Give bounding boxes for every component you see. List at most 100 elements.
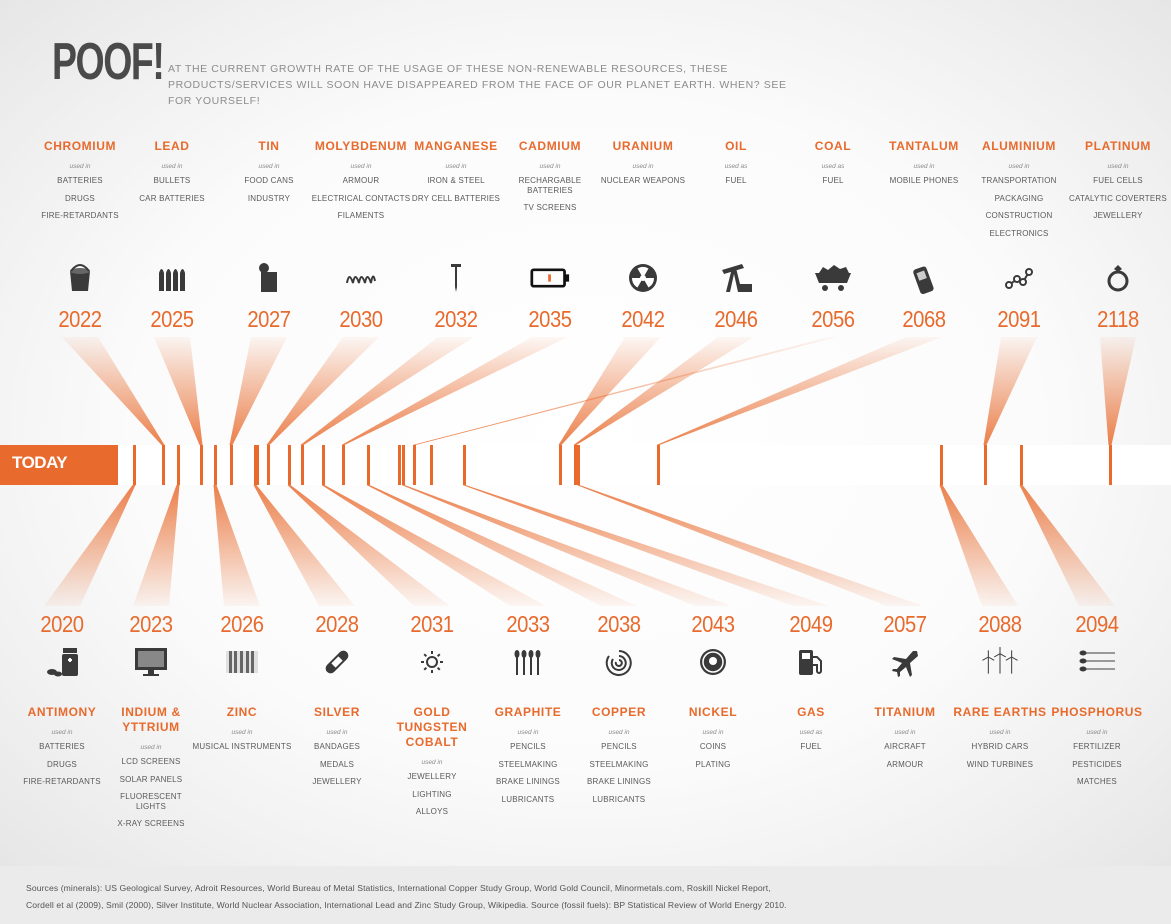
use-item: IRON & STEEL (427, 176, 485, 185)
use-item: MATCHES (1077, 777, 1117, 786)
coin-icon (693, 642, 733, 682)
uses-list: IRON & STEEL DRY CELL BATTERIES (401, 176, 511, 203)
wind-turbines-icon (980, 642, 1020, 682)
use-item: DRY CELL BATTERIES (411, 193, 501, 203)
depletion-year: 2046 (714, 306, 758, 332)
timeline-ray (341, 337, 568, 445)
uses-list: BANDAGES MEDALS JEWELLERY (282, 742, 392, 787)
timeline-ray (462, 485, 829, 606)
uses-list: FOOD CANS INDUSTRY (214, 176, 324, 203)
use-item: SOLAR PANELS (119, 774, 183, 784)
resource-name: OIL (725, 139, 747, 153)
gas-pump-icon (791, 642, 831, 682)
use-item: FUEL (822, 176, 844, 185)
timeline-ray (213, 485, 260, 606)
timeline-tick (267, 445, 270, 485)
bottom-resource-10: RARE EARTHS used in HYBRID CARS WIND TURBIN… (945, 705, 1055, 777)
use-item: INDUSTRY (247, 193, 291, 203)
uses-list: FUEL CELLS CATALYTIC COVERTERS JEWELLERY (1063, 176, 1171, 221)
use-item: RECHARGABLE BATTERIES (518, 176, 582, 195)
use-item: FILAMENTS (337, 211, 385, 220)
resource-name: SILVER (313, 705, 361, 719)
resource-name: PLATINUM (1085, 139, 1151, 153)
nail-icon (436, 258, 476, 298)
bullets-icon (152, 258, 192, 298)
use-item: BANDAGES (313, 742, 361, 751)
use-item: FIRE-RETARDANTS (41, 211, 119, 220)
wire-coil-icon (599, 642, 639, 682)
uses-list: ARMOUR ELECTRICAL CONTACTS FILAMENTS (306, 176, 416, 221)
resource-name: NICKEL (688, 705, 738, 719)
use-item: CAR BATTERIES (139, 193, 205, 203)
bottom-resource-5: GRAPHITE used in PENCILS STEELMAKING BRAKE L… (473, 705, 583, 812)
timeline-ray (266, 337, 379, 445)
resource-name: CHROMIUM (43, 139, 117, 153)
radiation-icon (623, 258, 663, 298)
use-item: FLUORESCENT LIGHTS (120, 792, 182, 811)
timeline-ray (576, 485, 923, 606)
timeline-tick (200, 445, 203, 485)
uses-list: HYBRID CARS WIND TURBINES (945, 742, 1055, 769)
depletion-year: 2094 (1075, 611, 1119, 637)
depletion-year: 2023 (129, 611, 173, 637)
used-in-label: used in (161, 163, 183, 170)
uses-list: BATTERIES DRUGS FIRE-RETARDANTS (25, 176, 135, 221)
timeline-tick (367, 445, 370, 485)
timeline-tick (577, 445, 580, 485)
timeline-tick (288, 445, 291, 485)
use-item: TV SCREENS (523, 203, 577, 212)
use-item: JEWELLERY (312, 777, 362, 786)
timeline-bar (118, 445, 1171, 485)
uses-list: PENCILS STEELMAKING BRAKE LININGS LUBRICANT… (473, 742, 583, 804)
timeline-tick (342, 445, 345, 485)
resource-name: URANIUM (612, 139, 674, 153)
use-item: COINS (699, 742, 727, 751)
bottom-resource-0: ANTIMONY used in BATTERIES DRUGS FIRE-RETARD… (7, 705, 117, 795)
use-item: FUEL CELLS (1093, 176, 1143, 185)
coal-cart-icon (813, 258, 853, 298)
sun-icon (412, 642, 452, 682)
uses-list: AIRCRAFT ARMOUR (850, 742, 960, 769)
use-item: WIND TURBINES (966, 759, 1034, 769)
depletion-year: 2038 (597, 611, 641, 637)
timeline-tick (413, 445, 416, 485)
resource-name: ZINC (226, 705, 258, 719)
molecule-icon (999, 258, 1039, 298)
use-item: ELECTRONICS (989, 228, 1049, 238)
use-item: BRAKE LININGS (587, 777, 651, 786)
top-resource-1: LEAD used in BULLETS CAR BATTERIES (117, 139, 227, 211)
timeline-ray (366, 485, 637, 606)
filament-icon (341, 258, 381, 298)
top-resource-0: CHROMIUM used in BATTERIES DRUGS FIRE-RETARD… (25, 139, 135, 229)
used-in-label: used as (821, 163, 845, 170)
use-item: STEELMAKING (498, 759, 558, 769)
monitor-icon (131, 642, 171, 682)
depletion-year: 2042 (621, 306, 665, 332)
use-item: DRUGS (47, 759, 77, 769)
resource-name: LEAD (154, 139, 190, 153)
resource-name: GAS (797, 705, 825, 719)
used-in-label: used in (894, 729, 916, 736)
use-item: FUEL (800, 742, 822, 751)
timeline-ray (287, 485, 450, 606)
bottom-resource-4: GOLD TUNGSTEN COBALT used in JEWELLERY LIGH… (387, 705, 477, 825)
use-item: ARMOUR (886, 759, 924, 769)
timeline-tick (398, 445, 401, 485)
resource-name: MOLYBDENUM (314, 139, 408, 153)
sources-line-1: Sources (minerals): US Geological Survey… (26, 883, 771, 893)
timeline-tick (301, 445, 304, 485)
timeline-tick (256, 445, 259, 485)
used-in-label: used in (445, 163, 467, 170)
use-item: FERTILIZER (1073, 742, 1121, 751)
depletion-year: 2056 (811, 306, 855, 332)
timeline-tick (657, 445, 660, 485)
timeline-tick (559, 445, 562, 485)
use-item: LUBRICANTS (592, 794, 646, 804)
depletion-year: 2022 (58, 306, 102, 332)
use-item: DRUGS (65, 193, 95, 203)
uses-list: FUEL (778, 176, 888, 186)
top-resource-10: ALUMINIUM used in TRANSPORTATION PACKAGING C… (964, 139, 1074, 246)
pill-bottle-icon (42, 642, 82, 682)
uses-list: COINS PLATING (658, 742, 768, 769)
timeline-ray (133, 485, 180, 606)
